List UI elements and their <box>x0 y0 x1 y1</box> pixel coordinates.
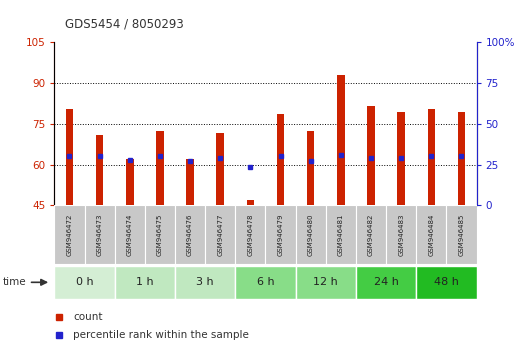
Bar <box>156 131 164 205</box>
Text: GSM946475: GSM946475 <box>157 213 163 256</box>
Text: GSM946484: GSM946484 <box>428 213 434 256</box>
Text: GSM946474: GSM946474 <box>127 213 133 256</box>
Bar <box>367 106 375 205</box>
Text: 6 h: 6 h <box>256 277 275 287</box>
Text: GSM946480: GSM946480 <box>308 213 314 256</box>
Text: GSM946477: GSM946477 <box>217 213 223 256</box>
FancyBboxPatch shape <box>296 205 326 264</box>
Bar <box>397 112 405 205</box>
Text: time: time <box>3 277 26 287</box>
Text: GSM946473: GSM946473 <box>97 213 103 256</box>
Bar <box>66 109 73 205</box>
FancyBboxPatch shape <box>84 205 114 264</box>
Bar <box>277 114 284 205</box>
Text: 3 h: 3 h <box>196 277 214 287</box>
Text: 0 h: 0 h <box>76 277 93 287</box>
Bar <box>96 135 104 205</box>
Bar <box>307 131 314 205</box>
FancyBboxPatch shape <box>356 205 386 264</box>
Text: 24 h: 24 h <box>373 277 398 287</box>
Text: GSM946476: GSM946476 <box>187 213 193 256</box>
Text: count: count <box>74 312 103 322</box>
FancyBboxPatch shape <box>235 205 266 264</box>
FancyBboxPatch shape <box>205 205 235 264</box>
Text: GSM946478: GSM946478 <box>248 213 253 256</box>
FancyBboxPatch shape <box>145 205 175 264</box>
Text: GSM946472: GSM946472 <box>66 213 73 256</box>
Bar <box>126 159 134 205</box>
Bar <box>186 159 194 205</box>
Text: GSM946481: GSM946481 <box>338 213 344 256</box>
FancyBboxPatch shape <box>114 205 145 264</box>
Bar <box>458 112 465 205</box>
FancyBboxPatch shape <box>416 266 477 299</box>
FancyBboxPatch shape <box>356 266 416 299</box>
Text: GDS5454 / 8050293: GDS5454 / 8050293 <box>65 17 183 30</box>
FancyBboxPatch shape <box>326 205 356 264</box>
FancyBboxPatch shape <box>54 205 84 264</box>
FancyBboxPatch shape <box>175 205 205 264</box>
Text: GSM946483: GSM946483 <box>398 213 404 256</box>
FancyBboxPatch shape <box>416 205 447 264</box>
FancyBboxPatch shape <box>235 266 296 299</box>
FancyBboxPatch shape <box>54 266 114 299</box>
Text: 12 h: 12 h <box>313 277 338 287</box>
Text: GSM946482: GSM946482 <box>368 213 374 256</box>
FancyBboxPatch shape <box>114 266 175 299</box>
Bar <box>427 109 435 205</box>
Bar <box>247 200 254 205</box>
FancyBboxPatch shape <box>386 205 416 264</box>
Text: GSM946479: GSM946479 <box>278 213 283 256</box>
FancyBboxPatch shape <box>175 266 235 299</box>
Text: GSM946485: GSM946485 <box>458 213 465 256</box>
FancyBboxPatch shape <box>296 266 356 299</box>
FancyBboxPatch shape <box>447 205 477 264</box>
Bar <box>337 75 344 205</box>
Text: percentile rank within the sample: percentile rank within the sample <box>74 330 249 339</box>
FancyBboxPatch shape <box>266 205 296 264</box>
Text: 48 h: 48 h <box>434 277 459 287</box>
Text: 1 h: 1 h <box>136 277 154 287</box>
Bar <box>217 133 224 205</box>
